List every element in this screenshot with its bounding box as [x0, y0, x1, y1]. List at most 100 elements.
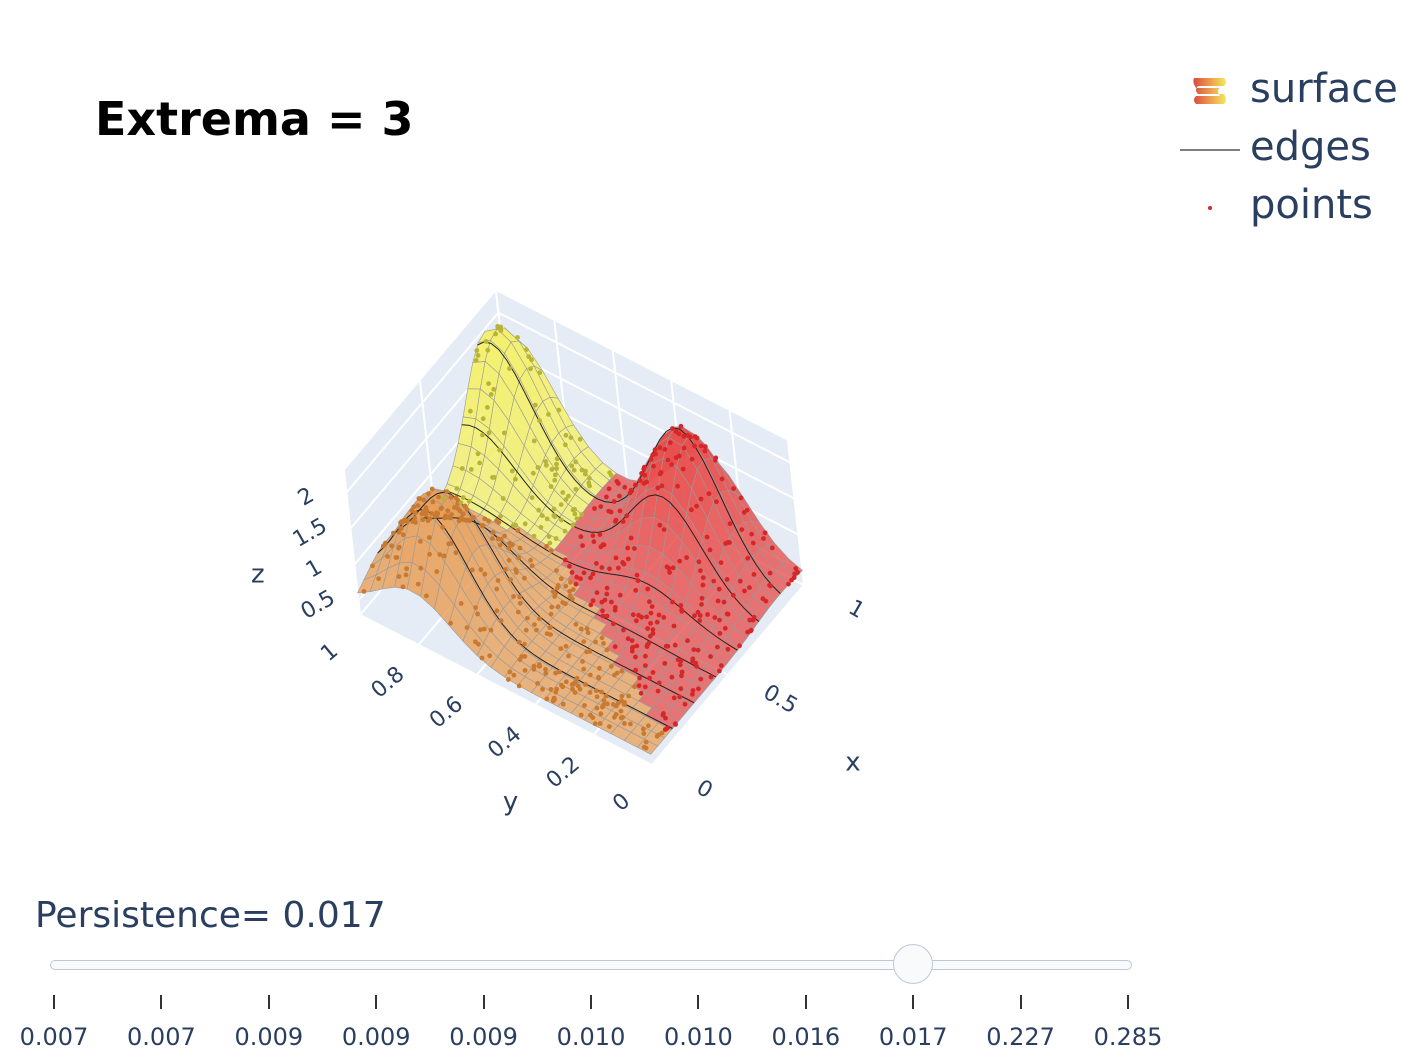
data-point[interactable]	[747, 585, 752, 590]
data-point[interactable]	[490, 529, 496, 535]
data-point[interactable]	[628, 721, 633, 727]
data-point[interactable]	[593, 688, 599, 694]
data-point[interactable]	[558, 646, 564, 652]
data-point[interactable]	[677, 694, 683, 700]
data-point[interactable]	[488, 392, 494, 397]
data-point[interactable]	[648, 456, 654, 462]
data-point[interactable]	[751, 572, 757, 577]
data-point[interactable]	[552, 477, 558, 483]
data-point[interactable]	[705, 612, 710, 617]
data-point[interactable]	[685, 638, 690, 644]
data-point[interactable]	[748, 628, 754, 634]
data-point[interactable]	[572, 690, 578, 695]
data-point[interactable]	[548, 548, 554, 554]
data-point[interactable]	[552, 514, 558, 520]
data-point[interactable]	[475, 353, 481, 358]
data-point[interactable]	[763, 598, 769, 604]
data-point[interactable]	[420, 517, 426, 523]
data-point[interactable]	[426, 535, 432, 540]
data-point[interactable]	[454, 486, 460, 491]
data-point[interactable]	[563, 583, 569, 589]
data-point[interactable]	[546, 412, 551, 417]
data-point[interactable]	[592, 721, 598, 727]
data-point[interactable]	[448, 494, 454, 500]
data-point[interactable]	[459, 515, 464, 520]
data-point[interactable]	[608, 509, 614, 515]
data-point[interactable]	[630, 612, 636, 618]
data-point[interactable]	[671, 623, 677, 629]
data-point[interactable]	[400, 532, 406, 538]
data-point[interactable]	[466, 498, 472, 504]
data-point[interactable]	[563, 432, 569, 438]
data-point[interactable]	[483, 339, 489, 344]
data-point[interactable]	[689, 507, 694, 513]
data-point[interactable]	[677, 662, 683, 668]
data-point[interactable]	[675, 657, 681, 663]
data-point[interactable]	[509, 542, 515, 548]
data-point[interactable]	[722, 625, 728, 631]
data-point[interactable]	[684, 555, 689, 560]
data-point[interactable]	[558, 502, 564, 507]
data-point[interactable]	[661, 527, 667, 532]
slider-step[interactable]: 0.010	[541, 990, 641, 1051]
data-point[interactable]	[498, 328, 504, 333]
data-point[interactable]	[573, 581, 579, 587]
data-point[interactable]	[490, 475, 495, 480]
data-point[interactable]	[694, 663, 699, 669]
data-point[interactable]	[513, 522, 519, 528]
data-point[interactable]	[385, 554, 390, 559]
data-point[interactable]	[418, 539, 423, 544]
data-point[interactable]	[445, 508, 451, 514]
data-point[interactable]	[539, 513, 545, 518]
slider-rail[interactable]	[50, 960, 1132, 970]
data-point[interactable]	[681, 445, 687, 451]
data-point[interactable]	[563, 643, 569, 649]
data-point[interactable]	[455, 506, 461, 512]
data-point[interactable]	[613, 555, 619, 561]
data-point[interactable]	[690, 688, 696, 693]
data-point[interactable]	[522, 575, 527, 581]
data-point[interactable]	[677, 558, 682, 564]
data-point[interactable]	[708, 674, 714, 680]
data-point[interactable]	[495, 578, 501, 583]
data-point[interactable]	[667, 570, 672, 575]
edge-line[interactable]	[461, 424, 760, 622]
data-point[interactable]	[578, 576, 583, 582]
slider-step[interactable]: 0.009	[219, 990, 319, 1051]
data-point[interactable]	[657, 445, 663, 451]
data-point[interactable]	[643, 739, 649, 745]
data-point[interactable]	[581, 570, 587, 576]
data-point[interactable]	[645, 642, 650, 648]
data-point[interactable]	[567, 589, 572, 594]
data-point[interactable]	[644, 479, 649, 485]
data-point[interactable]	[663, 715, 668, 721]
data-point[interactable]	[654, 619, 660, 625]
data-point[interactable]	[769, 545, 775, 551]
data-point[interactable]	[636, 683, 642, 688]
slider-step[interactable]: 0.017	[863, 990, 963, 1051]
data-point[interactable]	[574, 516, 580, 521]
data-point[interactable]	[708, 654, 713, 659]
data-point[interactable]	[632, 546, 637, 551]
data-point[interactable]	[682, 701, 688, 707]
data-point[interactable]	[522, 668, 528, 673]
data-point[interactable]	[566, 493, 571, 499]
data-point[interactable]	[692, 434, 698, 439]
data-point[interactable]	[615, 700, 621, 706]
data-point[interactable]	[496, 520, 502, 525]
data-point[interactable]	[662, 727, 668, 732]
data-point[interactable]	[569, 570, 575, 575]
data-point[interactable]	[458, 601, 464, 606]
data-point[interactable]	[628, 535, 634, 541]
data-point[interactable]	[625, 556, 631, 562]
data-point[interactable]	[581, 639, 587, 644]
data-point[interactable]	[580, 543, 585, 548]
data-point[interactable]	[715, 598, 721, 604]
data-point[interactable]	[617, 508, 623, 514]
data-point[interactable]	[745, 555, 751, 561]
data-point[interactable]	[599, 635, 605, 641]
data-point[interactable]	[419, 511, 425, 517]
data-point[interactable]	[567, 563, 572, 569]
data-point[interactable]	[645, 586, 651, 592]
data-point[interactable]	[634, 643, 640, 649]
